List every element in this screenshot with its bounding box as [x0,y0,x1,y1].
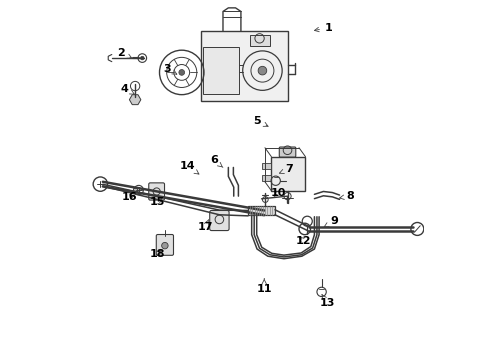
Text: 16: 16 [121,192,137,202]
Bar [262,175,271,181]
Text: 11: 11 [256,279,271,294]
Text: 15: 15 [150,197,165,207]
Text: 6: 6 [210,155,223,167]
Circle shape [258,66,266,75]
Text: 3: 3 [163,64,177,74]
Text: 5: 5 [253,116,267,126]
Bar [249,35,269,45]
Text: 8: 8 [339,191,353,201]
Text: 14: 14 [179,161,199,174]
FancyBboxPatch shape [209,211,228,230]
Circle shape [140,56,144,60]
FancyBboxPatch shape [271,157,305,191]
Text: 7: 7 [279,164,293,174]
FancyBboxPatch shape [156,234,173,255]
Bar [201,31,287,101]
Text: 9: 9 [324,216,337,227]
Bar [247,206,274,215]
Text: 1: 1 [314,23,332,33]
Text: 13: 13 [319,294,334,308]
Bar [203,47,239,94]
Text: 18: 18 [150,248,165,258]
Text: 12: 12 [295,236,311,246]
Text: 4: 4 [120,84,134,94]
Text: 10: 10 [270,188,285,198]
Text: 2: 2 [117,48,132,58]
Circle shape [179,69,184,75]
Text: 17: 17 [197,220,212,232]
Circle shape [162,242,168,249]
Bar [262,163,271,168]
FancyBboxPatch shape [279,147,295,157]
FancyBboxPatch shape [148,183,164,200]
Bar [133,188,136,192]
